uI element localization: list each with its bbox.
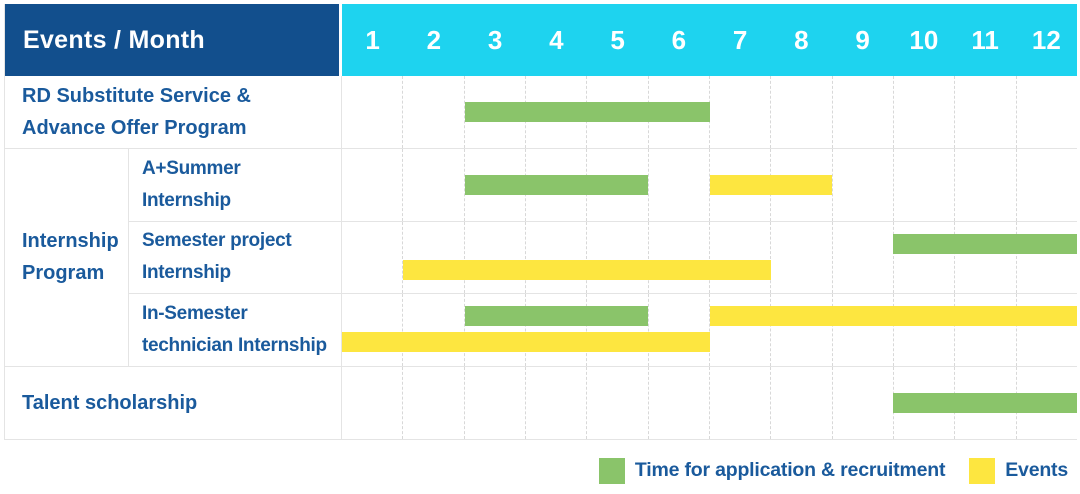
month-cell — [647, 367, 709, 439]
row-label-a-summer-internship: A+Summer Internship — [129, 148, 342, 222]
month-cell — [586, 294, 647, 367]
month-cell — [708, 76, 770, 148]
month-cell — [708, 221, 770, 294]
gantt-row-in-semester-technician-internship — [342, 294, 1077, 368]
month-header-cell: 2 — [426, 24, 442, 55]
gantt-row-talent-scholarship — [342, 367, 1077, 440]
month-cell — [524, 221, 586, 294]
legend-label-events: Events — [1005, 459, 1068, 481]
month-cell — [1015, 294, 1077, 367]
month-cell — [770, 367, 831, 439]
month-cell — [770, 76, 831, 148]
gantt-bar-events — [342, 332, 710, 353]
month-cell — [954, 76, 1015, 148]
row-label-in-semester-technician-internship: In-Semester technician Internship — [129, 294, 342, 368]
month-cell — [463, 221, 525, 294]
month-cell — [402, 367, 463, 439]
table-header-title: Events / Month — [5, 4, 342, 76]
month-cell — [463, 294, 525, 367]
month-cell — [524, 367, 586, 439]
month-cell — [402, 76, 463, 148]
month-header-cell: 8 — [794, 24, 809, 55]
month-header-cell: 11 — [971, 24, 999, 55]
legend-item-recruitment: Time for application & recruitment — [598, 457, 946, 484]
month-header-cell: 9 — [855, 24, 870, 55]
month-cell — [770, 221, 831, 294]
month-header-cell: 5 — [610, 24, 625, 55]
month-cell — [892, 76, 954, 148]
month-header-cell: 4 — [549, 24, 564, 55]
month-cell — [831, 294, 893, 367]
month-cell — [402, 294, 463, 367]
month-cell — [708, 367, 770, 439]
month-cell — [831, 76, 893, 148]
month-header-row: 1 2 3 4 5 6 7 8 9 10 11 12 — [342, 4, 1077, 76]
legend-swatch-yellow — [969, 457, 996, 484]
month-cell — [954, 294, 1015, 367]
month-cell — [892, 221, 954, 294]
gantt-row-a-summer-internship — [342, 148, 1077, 222]
month-cell — [1015, 148, 1077, 221]
month-cell — [708, 294, 770, 367]
row-label-talent-scholarship: Talent scholarship — [5, 367, 342, 440]
legend-label-recruitment: Time for application & recruitment — [634, 459, 946, 481]
gantt-row-semester-project-internship — [342, 221, 1077, 295]
month-cell — [954, 148, 1015, 221]
gantt-bar-events — [709, 306, 1077, 327]
month-header-cell: 3 — [487, 24, 503, 55]
month-cell — [954, 221, 1015, 294]
month-cell — [402, 221, 463, 294]
month-cell — [586, 367, 647, 439]
month-cell — [647, 221, 709, 294]
month-header-cell: 6 — [671, 24, 687, 55]
month-cell — [342, 76, 402, 148]
gantt-bar-recruitment — [464, 174, 649, 195]
month-cell — [524, 294, 586, 367]
month-cell — [892, 294, 954, 367]
month-cell — [708, 148, 770, 221]
month-cell — [342, 294, 402, 366]
month-cell — [402, 148, 463, 221]
gantt-bar-events — [403, 259, 771, 280]
month-header-cell: 7 — [732, 24, 748, 55]
legend-swatch-green — [598, 457, 625, 484]
row-label-semester-project-internship: Semester project Internship — [129, 221, 342, 295]
gantt-bar-recruitment — [464, 101, 710, 122]
month-header-cell: 12 — [1031, 24, 1061, 55]
month-cell — [831, 367, 893, 439]
month-cell — [463, 148, 525, 221]
events-month-table: Events / Month 1 2 3 4 5 6 7 8 9 10 11 12 RD Substi… — [4, 4, 1077, 440]
month-cell — [1015, 76, 1077, 148]
month-cell — [831, 148, 893, 221]
month-cell — [770, 294, 831, 367]
month-header-cell: 10 — [909, 24, 939, 55]
month-cell — [342, 222, 402, 294]
month-cell — [892, 148, 954, 221]
month-cell — [342, 149, 402, 221]
gantt-bar-recruitment — [893, 233, 1077, 254]
month-cell — [1015, 221, 1077, 294]
month-cell — [463, 367, 525, 439]
month-cell — [647, 148, 709, 221]
row-label-rd-substitute-program: RD Substitute Service & Advance Offer Pr… — [5, 76, 342, 149]
month-header-cell: 1 — [365, 24, 380, 55]
row-group-internship-program: Internship Program — [5, 148, 129, 368]
month-cell — [831, 221, 893, 294]
month-cell — [463, 76, 525, 148]
legend: Time for application & recruitment Event… — [4, 447, 1076, 494]
month-cell — [647, 294, 709, 367]
gantt-bar-recruitment — [464, 306, 649, 327]
gantt-bar-recruitment — [893, 393, 1077, 414]
gantt-bar-events — [709, 174, 832, 195]
month-cell — [586, 221, 647, 294]
gantt-row-rd-substitute-program — [342, 76, 1077, 149]
legend-item-events: Events — [969, 457, 1068, 484]
month-cell — [342, 367, 402, 439]
